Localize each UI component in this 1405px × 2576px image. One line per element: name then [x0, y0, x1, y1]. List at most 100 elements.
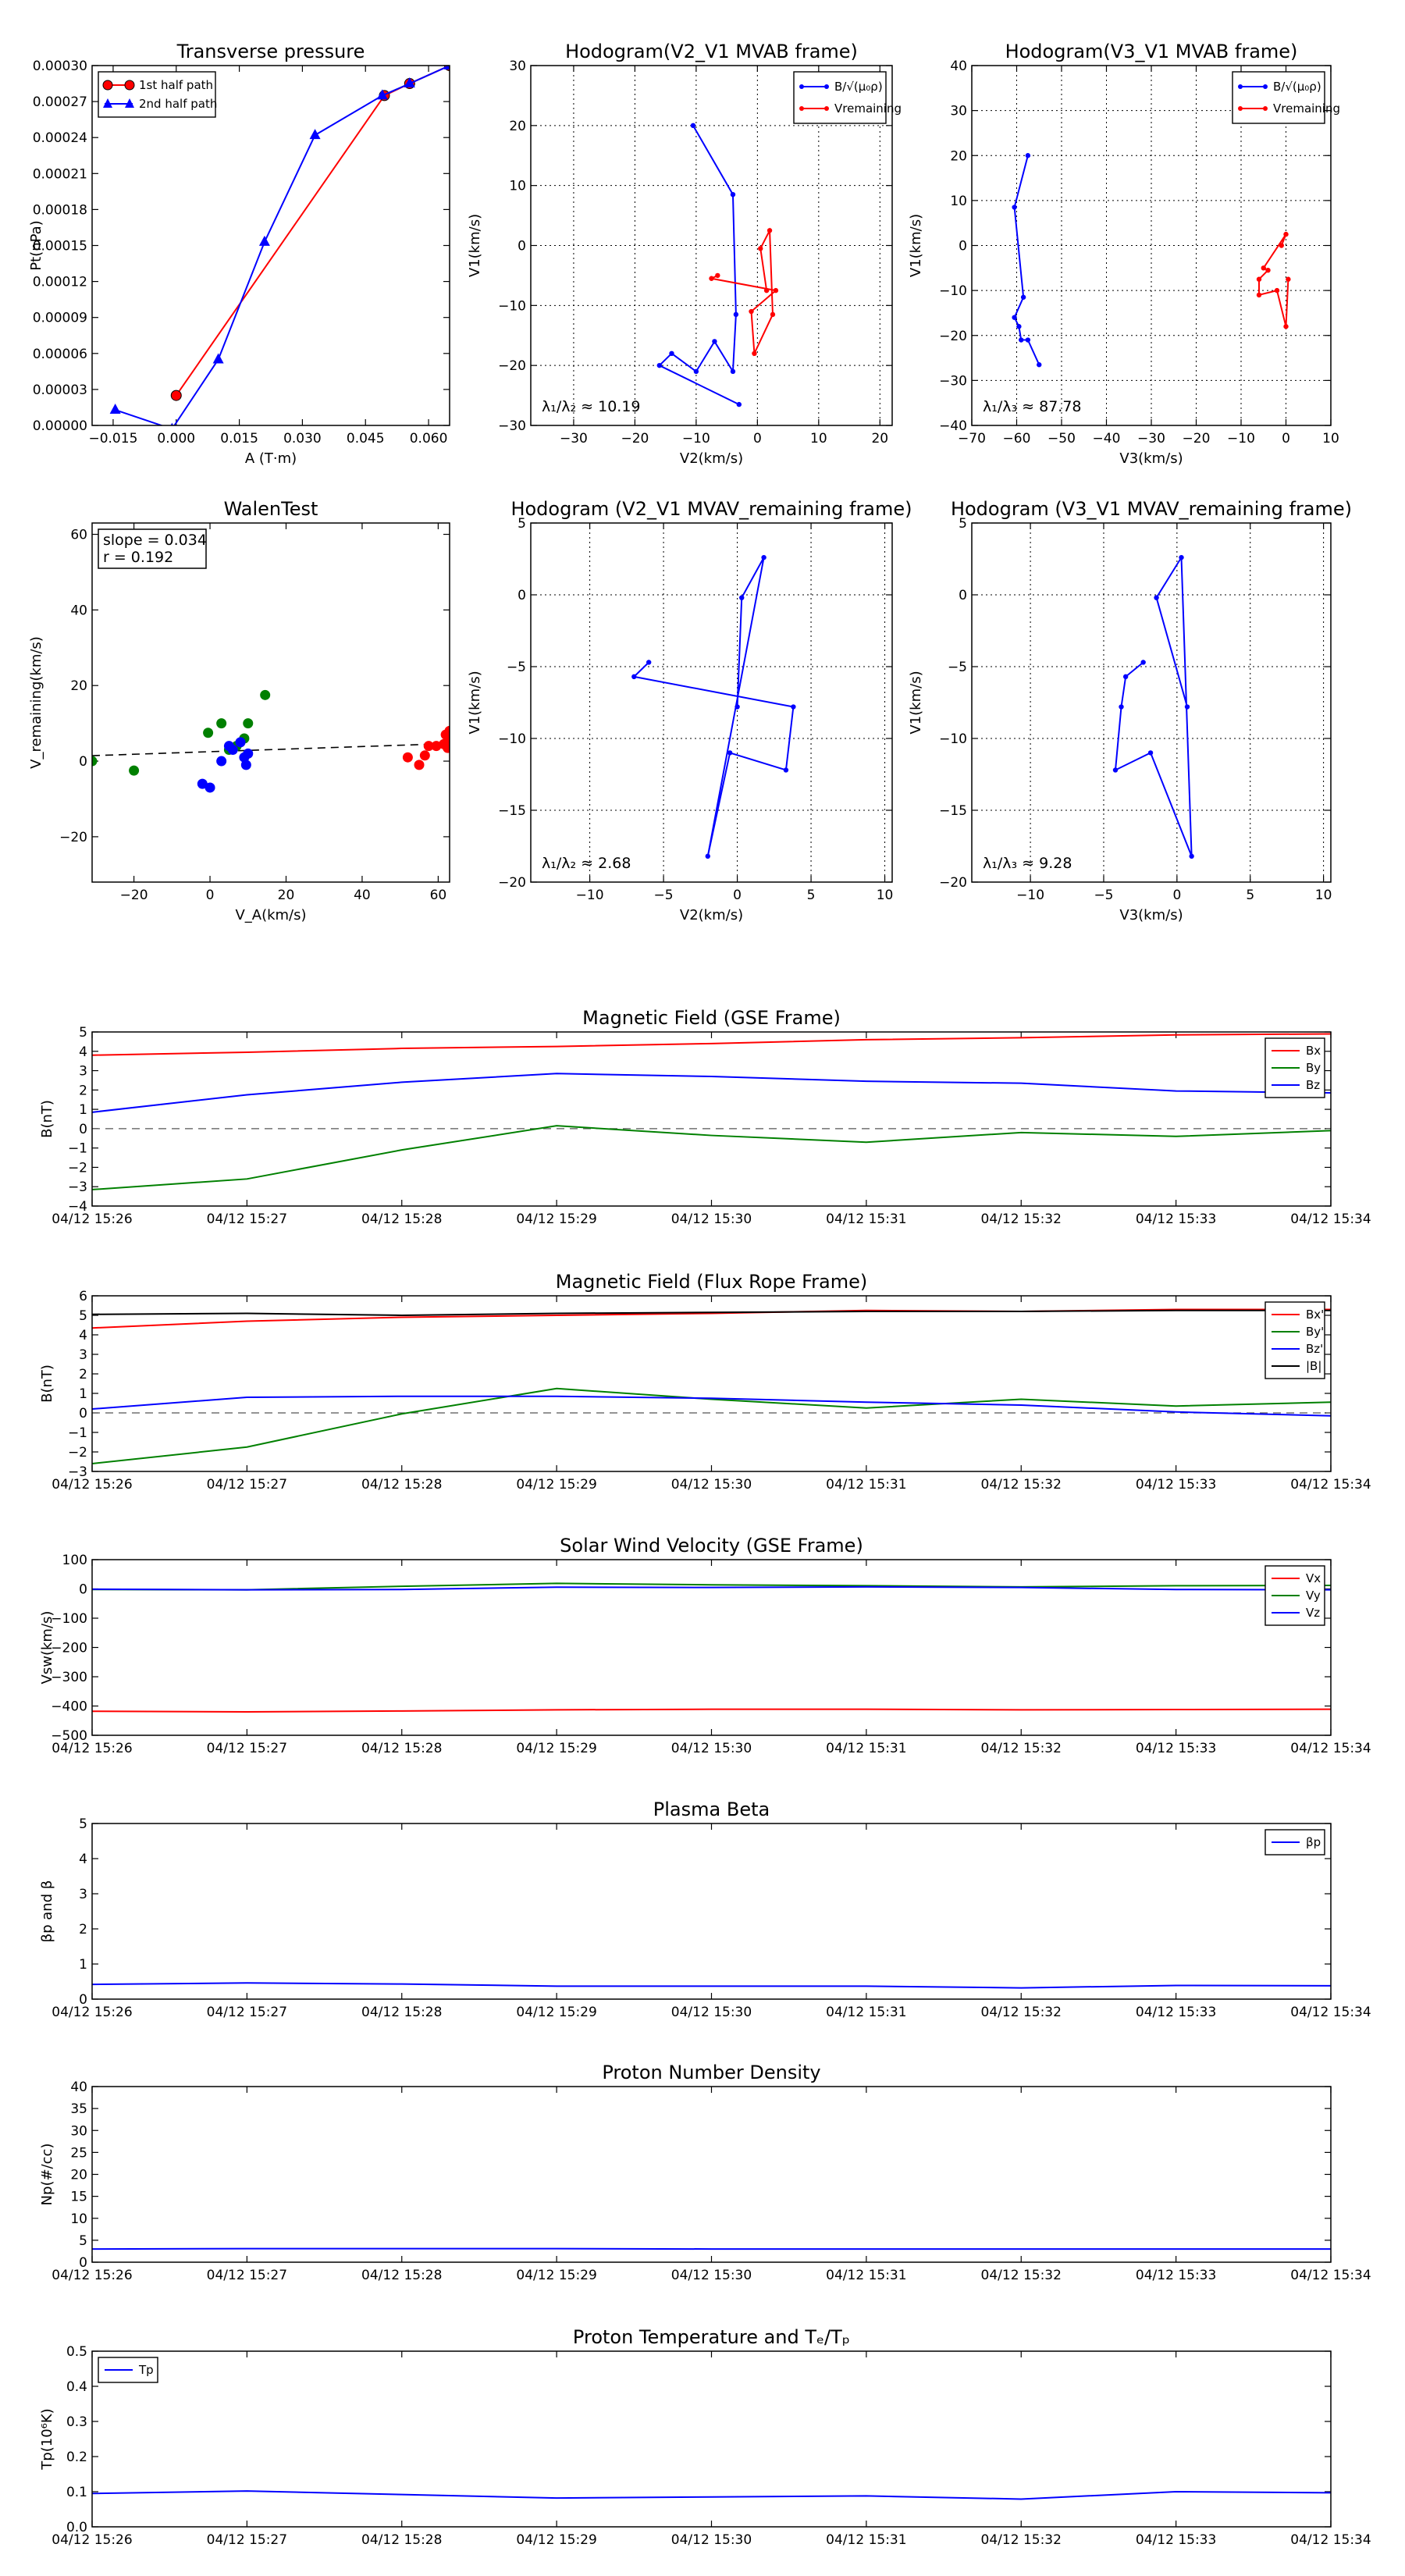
data-point	[656, 362, 662, 368]
panel-np: 04/12 15:26 04/12 15:27 04/12 15:28 04/12 1…	[39, 2062, 1371, 2283]
plot-frame	[91, 1031, 1332, 1207]
data-point	[1283, 231, 1289, 237]
plot-frame	[91, 522, 450, 883]
data-point	[1261, 265, 1266, 271]
y-tick-label: 60	[70, 528, 87, 543]
y-tick-label: 0	[79, 1992, 87, 2008]
chart-title: Hodogram (V3_V1 MVAV_remaining frame)	[951, 498, 1352, 520]
x-tick-label: 04/12 15:31	[826, 2005, 906, 2020]
y-axis-label: V1(km/s)	[908, 671, 924, 734]
plot-frame	[971, 65, 1332, 426]
legend-label: Vy	[1306, 1589, 1321, 1603]
y-tick-label: 0	[518, 588, 526, 603]
series-line--b-	[92, 1309, 1331, 1317]
legend-label: |B|	[1306, 1359, 1321, 1373]
x-tick-label: −10	[682, 431, 710, 447]
panel-beta: 04/12 15:26 04/12 15:27 04/12 15:28 04/12 1…	[39, 1799, 1371, 2020]
data-point	[770, 311, 776, 318]
legend-marker	[1263, 106, 1268, 111]
y-tick-label: 30	[70, 2123, 87, 2139]
x-tick-label: 0	[1172, 888, 1181, 903]
data-point	[752, 350, 757, 356]
x-tick-label: 04/12 15:31	[826, 1741, 906, 1756]
x-tick-label: 0	[753, 431, 762, 447]
x-tick-label: 04/12 15:26	[52, 1212, 132, 1227]
x-tick-label: 40	[354, 888, 371, 903]
y-tick-label: −500	[51, 1728, 87, 1744]
x-tick-label: 04/12 15:34	[1290, 2532, 1371, 2548]
x-tick-label: 5	[1246, 888, 1254, 903]
legend-label: Bz	[1306, 1078, 1320, 1092]
legend-label: B/√(μ₀ρ)	[834, 80, 883, 94]
legend-marker	[124, 80, 135, 91]
x-tick-label: 04/12 15:28	[361, 1477, 442, 1493]
x-tick-label: 04/12 15:32	[981, 2005, 1062, 2020]
y-tick-label: 5	[79, 1308, 87, 1324]
legend-marker	[799, 84, 804, 89]
y-tick-label: 20	[70, 2168, 87, 2183]
y-tick-label: 5	[79, 1025, 87, 1041]
x-tick-label: 04/12 15:34	[1290, 2005, 1371, 2020]
legend-label: Vremaining	[1273, 101, 1340, 116]
data-point	[733, 311, 739, 318]
x-tick-label: 04/12 15:28	[361, 2532, 442, 2548]
x-tick-label: −20	[1183, 431, 1211, 447]
x-tick-label: 10	[1315, 888, 1332, 903]
x-tick-label: 04/12 15:26	[52, 2532, 132, 2548]
plot-frame	[91, 2086, 1332, 2263]
series-line-2nd-half-path	[115, 66, 450, 425]
x-tick-label: 04/12 15:30	[671, 1741, 752, 1756]
data-point	[1016, 324, 1022, 329]
series-line-by	[92, 1125, 1331, 1190]
data-point	[1179, 554, 1184, 560]
x-tick-label: 0	[1282, 431, 1290, 447]
y-tick-label: 4	[79, 1044, 87, 1060]
y-tick-label: 1	[79, 1957, 87, 1973]
data-point	[376, 89, 388, 100]
series-line-vremaining	[1258, 233, 1289, 327]
x-tick-label: 04/12 15:32	[981, 1477, 1062, 1493]
y-tick-label: −20	[939, 329, 967, 344]
y-tick-label: −2	[68, 1445, 87, 1461]
y-axis-label: B(nT)	[39, 1364, 55, 1403]
data-point	[1112, 767, 1119, 773]
x-tick-label: 04/12 15:28	[361, 2005, 442, 2020]
data-point	[669, 350, 674, 356]
data-point	[402, 752, 413, 763]
data-point	[730, 368, 736, 375]
data-point	[763, 287, 770, 294]
series-line-series-0	[92, 2247, 1331, 2250]
data-point	[773, 287, 779, 294]
series-line-tp	[92, 2490, 1331, 2500]
plot-frame	[91, 2350, 1332, 2528]
series-line-bz	[92, 1073, 1331, 1113]
legend-label: Vz	[1306, 1606, 1320, 1620]
legend-marker	[799, 106, 804, 111]
y-tick-label: −20	[939, 875, 967, 891]
plot-frame	[91, 1559, 1332, 1736]
plot-frame	[91, 65, 450, 426]
y-axis-label: V1(km/s)	[467, 671, 483, 734]
x-tick-label: 04/12 15:29	[516, 2005, 596, 2020]
data-point	[240, 760, 251, 770]
x-tick-label: −10	[1227, 431, 1255, 447]
x-tick-label: 04/12 15:30	[671, 2268, 752, 2283]
x-tick-label: 0.030	[283, 431, 322, 447]
x-tick-label: 04/12 15:30	[671, 1212, 752, 1227]
y-tick-label: 4	[79, 1328, 87, 1343]
y-tick-label: 5	[79, 2233, 87, 2249]
plot-frame	[971, 522, 1332, 883]
x-tick-label: 04/12 15:31	[826, 2268, 906, 2283]
y-tick-label: 40	[70, 603, 87, 618]
y-tick-label: −300	[51, 1670, 87, 1685]
y-tick-label: −10	[498, 731, 526, 747]
x-tick-label: 04/12 15:34	[1290, 1212, 1371, 1227]
y-axis-label: V1(km/s)	[908, 214, 924, 277]
y-tick-label: 0.0	[66, 2520, 87, 2535]
data-point	[1256, 292, 1262, 298]
x-tick-label: 04/12 15:29	[516, 1741, 596, 1756]
y-tick-label: 0.00012	[33, 275, 87, 290]
eigenvalue-ratio: λ₁/λ₃ ≈ 9.28	[983, 855, 1072, 872]
y-tick-label: −200	[51, 1641, 87, 1656]
